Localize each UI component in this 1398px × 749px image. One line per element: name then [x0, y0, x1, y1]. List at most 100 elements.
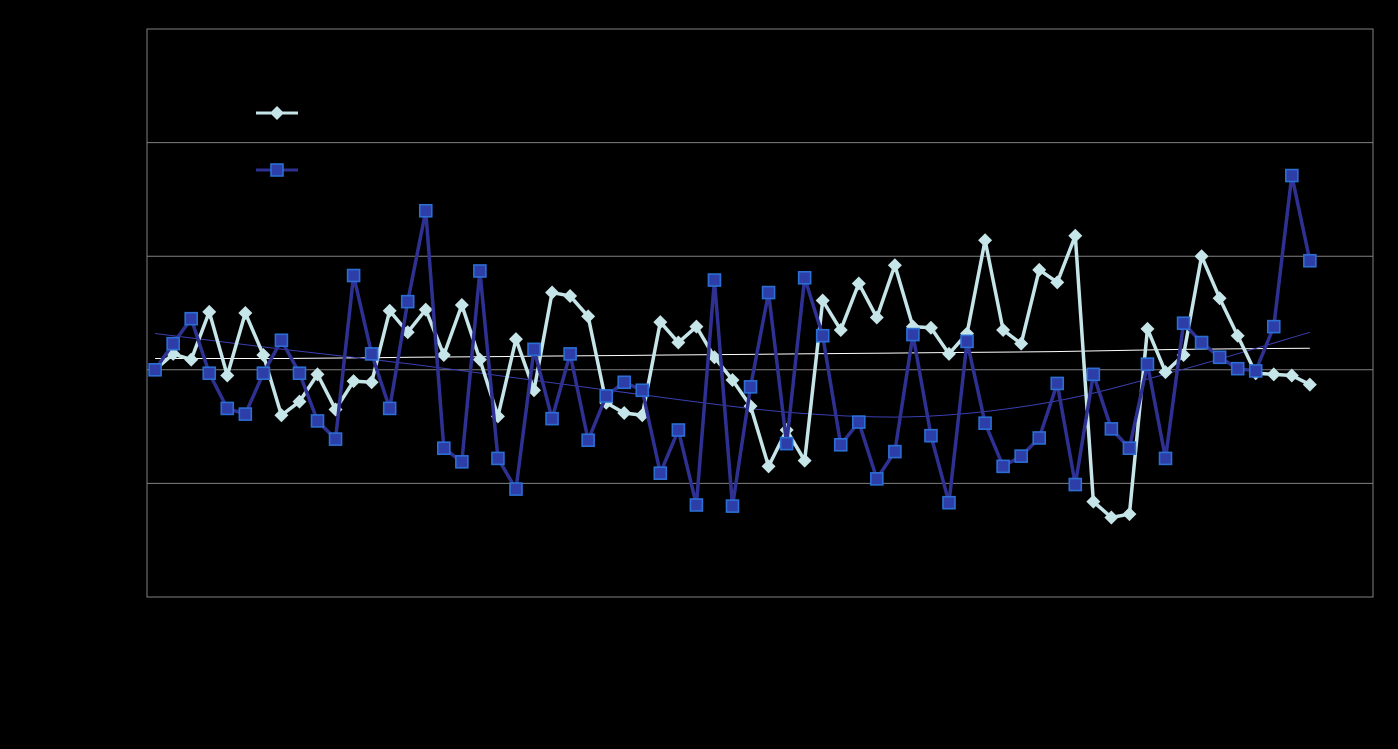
data-point [292, 394, 307, 409]
data-point [1302, 377, 1317, 392]
trendlines [155, 331, 1310, 418]
data-point [960, 334, 974, 349]
data-point [1014, 336, 1029, 351]
data-point [220, 368, 235, 383]
data-point [184, 352, 199, 367]
data-point [346, 268, 361, 283]
data-point [148, 362, 162, 377]
data-point [436, 348, 451, 363]
data-point [653, 315, 668, 330]
data-point [924, 428, 938, 443]
data-point [256, 366, 271, 381]
data-point [364, 375, 379, 390]
data-point [887, 258, 902, 273]
data-point [851, 276, 866, 291]
data-point [1176, 316, 1191, 331]
data-point [1248, 364, 1263, 378]
data-point [545, 285, 560, 300]
data-point [473, 264, 487, 278]
data-point [1086, 367, 1101, 382]
data-point [707, 350, 722, 365]
data-point [1266, 367, 1281, 382]
data-point [870, 472, 884, 486]
data-point [1032, 262, 1047, 277]
data-point [671, 335, 686, 350]
data-point [202, 304, 217, 319]
data-point [761, 459, 776, 474]
data-point [382, 303, 397, 318]
data-point [707, 273, 722, 287]
data-point [599, 389, 613, 403]
plot-area-border [146, 28, 1374, 598]
data-point [238, 407, 253, 421]
data-point [1284, 368, 1299, 383]
trendline [155, 347, 1310, 360]
data-point [671, 423, 686, 437]
data-point [491, 451, 505, 466]
data-point [1104, 422, 1119, 436]
data-point [797, 270, 812, 285]
data-point [1068, 477, 1083, 492]
data-point [418, 302, 433, 317]
data-point [184, 311, 199, 326]
data-point [1212, 350, 1227, 365]
data-point [815, 328, 830, 343]
data-point [563, 347, 577, 361]
data-point [1122, 507, 1137, 522]
data-point [725, 373, 740, 388]
data-point [1140, 357, 1155, 371]
data-point [455, 455, 469, 469]
data-point [545, 411, 559, 426]
data-point [292, 366, 307, 381]
data-point [472, 352, 487, 367]
data-point [1050, 275, 1065, 290]
data-point [815, 293, 830, 308]
data-point [270, 163, 284, 177]
data-point [689, 319, 704, 334]
data-point [256, 348, 271, 363]
data-point [1194, 249, 1209, 264]
data-point [310, 414, 325, 428]
data-point [851, 415, 866, 429]
data-point [1266, 319, 1281, 334]
data-point [942, 495, 956, 510]
trendline [155, 331, 1310, 418]
data-point [761, 285, 776, 300]
data-point [779, 436, 794, 451]
data-point [1285, 168, 1299, 183]
data-point [418, 203, 433, 218]
data-point [797, 453, 812, 468]
data-point [563, 288, 578, 303]
data-point [508, 332, 523, 347]
data-point [617, 375, 632, 390]
data-point [400, 294, 415, 309]
data-point [906, 327, 920, 342]
legend [256, 106, 298, 177]
data-point [581, 309, 596, 324]
data-point [1303, 253, 1317, 268]
data-point [238, 306, 253, 320]
data-point [1194, 335, 1209, 350]
data-point [833, 437, 848, 452]
data-point [725, 499, 740, 513]
data-point [382, 401, 397, 416]
data-point [1140, 321, 1155, 336]
data-point [1032, 431, 1047, 445]
data-point [869, 310, 884, 325]
data-point [1122, 441, 1137, 455]
data-point [509, 482, 523, 496]
data-point [346, 374, 361, 389]
data-point [270, 106, 284, 120]
data-series [148, 168, 1317, 525]
data-point [1158, 365, 1173, 380]
data-point [617, 405, 632, 420]
legend-entry [256, 163, 298, 177]
data-point [310, 367, 325, 382]
data-point [220, 401, 235, 416]
data-point [635, 383, 650, 398]
data-point [1158, 451, 1173, 466]
data-point [437, 441, 451, 455]
data-point [328, 432, 343, 446]
data-point [653, 466, 668, 480]
